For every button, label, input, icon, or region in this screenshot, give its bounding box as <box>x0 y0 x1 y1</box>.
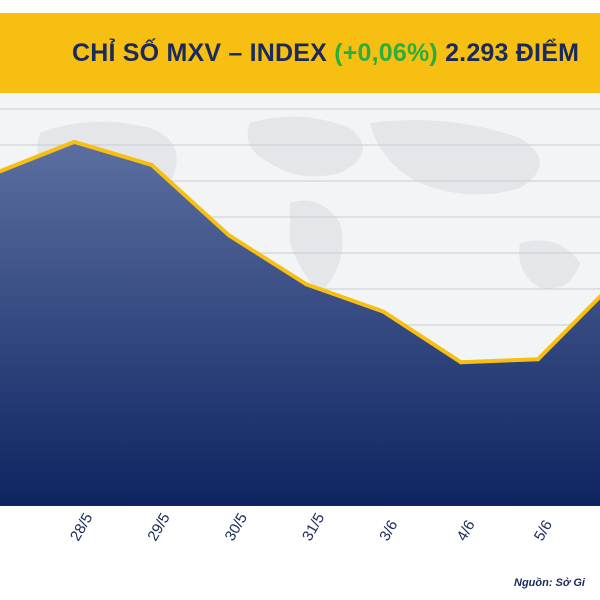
data-point-5-6 <box>536 357 541 362</box>
x-tick-label-4-6: 4/6 <box>454 517 479 544</box>
x-tick-label-3-6: 3/6 <box>376 517 401 544</box>
x-tick-label-29-5: 29/5 <box>144 510 173 544</box>
title-banner: CHỈ SỐ MXV – INDEX (+0,06%) 2.293 ĐIỂM <box>0 13 600 93</box>
data-point-30-5 <box>226 233 231 238</box>
data-point-28-5 <box>72 139 77 144</box>
source-note: Nguồn: Sở Gi <box>514 577 585 589</box>
data-point-4-6 <box>458 360 463 365</box>
x-tick-label-28-5: 28/5 <box>67 510 96 544</box>
series-line <box>0 139 600 365</box>
title-suffix: 2.293 ĐIỂM <box>437 39 580 67</box>
change-percent: (+0,06%) <box>334 39 438 67</box>
x-tick-labels: 28/529/530/531/53/64/65/66/6 <box>67 510 556 544</box>
series-area <box>0 141 600 506</box>
x-tick-label-30-5: 30/5 <box>222 510 251 544</box>
x-tick-label-5-6: 5/6 <box>531 517 556 544</box>
data-points <box>72 139 541 365</box>
data-point-3-6 <box>381 309 386 314</box>
area-chart: 28/529/530/531/53/64/65/66/6 <box>0 93 600 544</box>
chart-title: CHỈ SỐ MXV – INDEX (+0,06%) 2.293 ĐIỂM <box>72 39 579 68</box>
title-prefix: CHỈ SỐ MXV – INDEX <box>72 39 335 67</box>
data-point-29-5 <box>149 162 154 167</box>
data-point-31-5 <box>304 282 309 287</box>
x-tick-label-31-5: 31/5 <box>299 510 328 544</box>
